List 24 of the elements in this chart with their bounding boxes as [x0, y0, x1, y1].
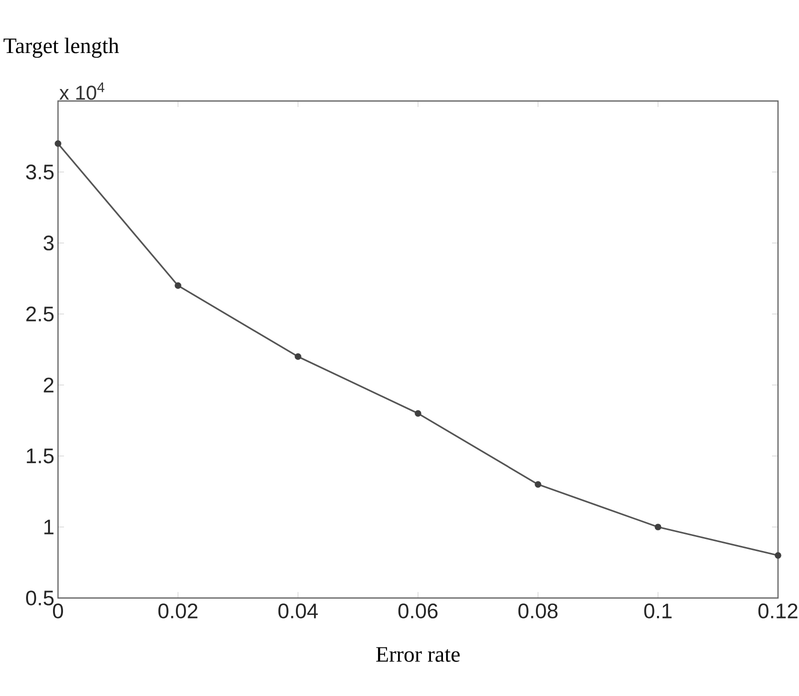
y-tick-label: 3.5 — [26, 164, 54, 180]
x-tick-label: 0.08 — [518, 604, 558, 618]
x-tick-label: 0 — [52, 604, 64, 618]
y-axis-title: Target length — [4, 38, 119, 58]
y-tick-label: 1.5 — [26, 448, 54, 464]
x-tick-label: 0.02 — [158, 604, 198, 618]
point — [54, 140, 62, 147]
point — [654, 524, 662, 530]
point — [534, 481, 542, 488]
y-tick-label: 0.5 — [26, 590, 54, 606]
point — [414, 410, 422, 417]
text: x 10$^{4}$ — [59, 82, 104, 100]
x-tick-label: 0.1 — [644, 604, 672, 618]
x-tick-label: 0.06 — [398, 604, 438, 618]
y-tick-label: 1 — [44, 520, 54, 534]
x-tick-label: 0.04 — [278, 604, 318, 618]
point — [294, 353, 302, 360]
y-tick-label: 2.5 — [26, 306, 54, 322]
x-axis-title: Error rate — [376, 647, 460, 662]
point — [774, 552, 782, 559]
y-tick-label: 3 — [44, 236, 54, 250]
x-tick-label: 0.12 — [758, 604, 798, 618]
y-tick-label: 2 — [44, 378, 54, 392]
point — [174, 282, 182, 289]
